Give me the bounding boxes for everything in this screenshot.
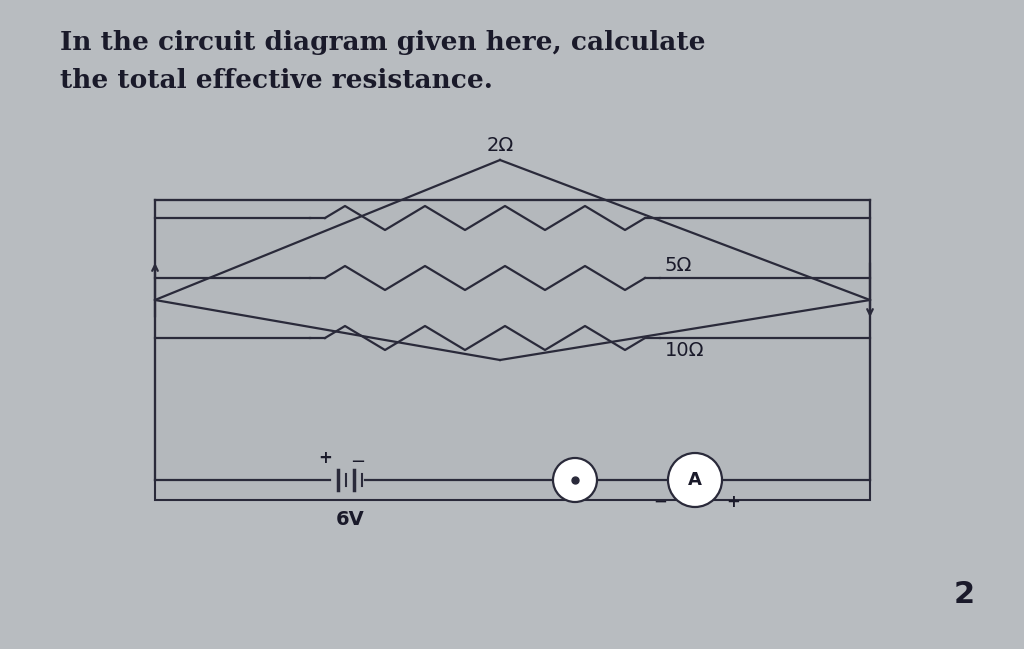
Text: +: + <box>318 449 332 467</box>
Text: the total effective resistance.: the total effective resistance. <box>60 68 493 93</box>
Circle shape <box>553 458 597 502</box>
Text: 2: 2 <box>954 580 975 609</box>
Text: +: + <box>726 493 740 511</box>
Bar <box>155 200 870 500</box>
Text: 10Ω: 10Ω <box>665 341 705 360</box>
Text: A: A <box>688 471 701 489</box>
Text: −: − <box>350 453 366 471</box>
Text: −: − <box>653 493 667 511</box>
Text: 5Ω: 5Ω <box>665 256 692 275</box>
Text: 2Ω: 2Ω <box>486 136 514 155</box>
Circle shape <box>668 453 722 507</box>
Text: In the circuit diagram given here, calculate: In the circuit diagram given here, calcu… <box>60 30 706 55</box>
Text: 6V: 6V <box>336 510 365 529</box>
